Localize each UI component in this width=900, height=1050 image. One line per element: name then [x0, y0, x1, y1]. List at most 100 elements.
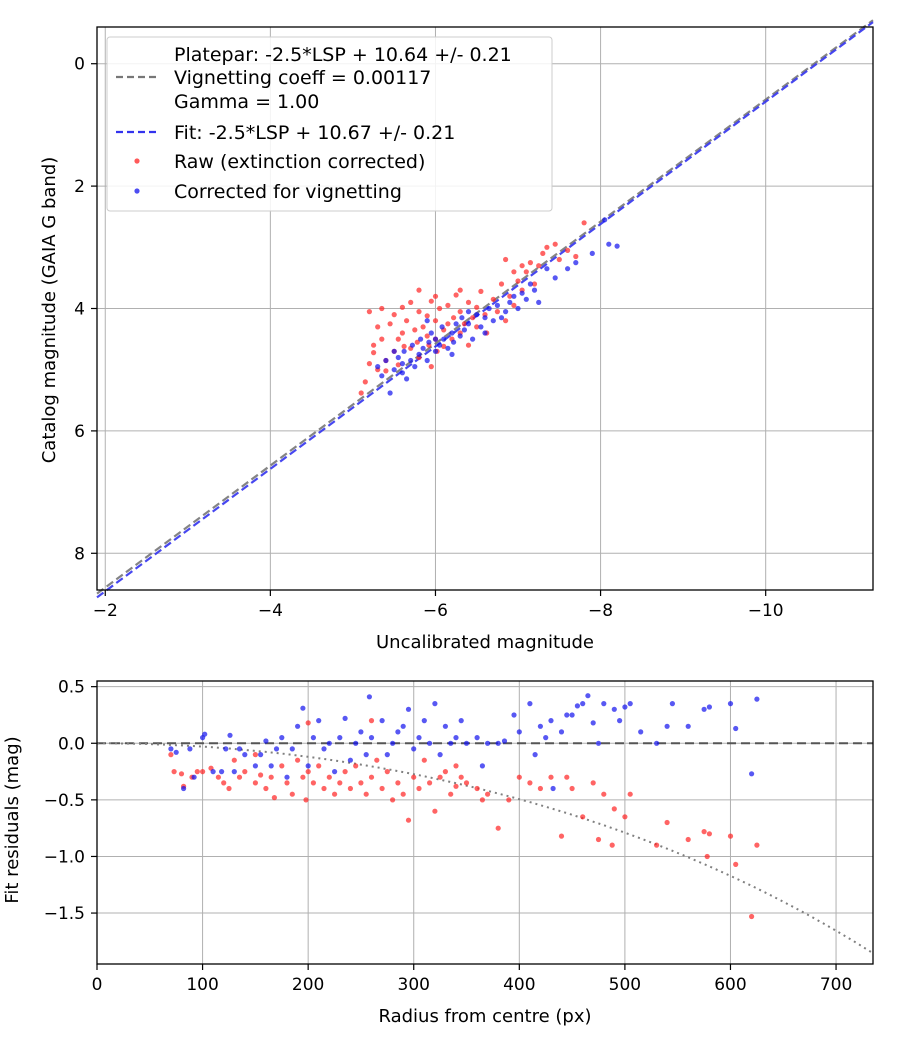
- raw-point: [263, 785, 269, 792]
- corrected-point: [424, 357, 430, 364]
- raw-point: [511, 302, 517, 308]
- top-x-ticks: −2 −4 −6 −8 −10: [93, 590, 784, 621]
- raw-point: [353, 763, 359, 769]
- corrected-point: [611, 706, 617, 712]
- raw-point: [537, 785, 544, 792]
- raw-point: [727, 833, 734, 839]
- raw-point: [236, 774, 243, 780]
- corrected-point: [437, 752, 443, 758]
- raw-point: [733, 861, 739, 868]
- corrected-point: [507, 299, 513, 305]
- raw-point: [565, 247, 571, 253]
- corrected-point: [295, 723, 301, 729]
- corrected-point: [441, 336, 447, 342]
- bottom-grid: [96, 681, 873, 964]
- legend-corrected-marker: [134, 188, 140, 194]
- raw-point: [552, 241, 558, 247]
- x-tick-label: 700: [820, 975, 852, 995]
- corrected-point: [627, 701, 633, 707]
- x-tick-label: −6: [423, 601, 448, 621]
- corrected-point: [754, 696, 760, 702]
- corrected-point: [527, 701, 533, 707]
- corrected-point: [405, 706, 412, 712]
- raw-point: [404, 318, 410, 324]
- corrected-point: [733, 725, 739, 732]
- corrected-point: [602, 217, 608, 223]
- raw-point: [412, 327, 418, 333]
- raw-point: [215, 774, 221, 780]
- raw-point: [595, 836, 602, 843]
- raw-point: [580, 814, 586, 820]
- raw-point: [416, 287, 422, 293]
- raw-point: [168, 752, 174, 758]
- raw-point: [221, 780, 227, 786]
- corrected-point: [289, 746, 295, 752]
- corrected-point: [453, 735, 459, 741]
- corrected-point: [432, 348, 439, 354]
- corrected-point: [395, 354, 401, 361]
- corrected-point: [536, 299, 542, 305]
- raw-point: [601, 791, 607, 797]
- corrected-point: [622, 704, 628, 710]
- raw-point: [295, 757, 301, 763]
- raw-point: [479, 797, 485, 803]
- raw-point: [400, 791, 406, 797]
- corrected-point: [459, 315, 465, 321]
- raw-point: [495, 825, 501, 831]
- corrected-point: [527, 281, 534, 287]
- y-tick-label: 0.0: [58, 734, 85, 754]
- raw-point: [279, 763, 285, 769]
- corrected-point: [494, 302, 500, 308]
- raw-point: [445, 321, 451, 327]
- corrected-point: [585, 693, 591, 699]
- top-x-label: Uncalibrated magnitude: [376, 632, 594, 653]
- raw-point: [284, 780, 290, 786]
- raw-point: [194, 769, 200, 775]
- corrected-point: [482, 330, 488, 336]
- corrected-point: [442, 723, 448, 729]
- corrected-point: [326, 740, 332, 746]
- legend-platepar-line2: Vignetting coeff = 0.00117: [174, 67, 431, 89]
- raw-point: [358, 390, 364, 396]
- corrected-point: [432, 701, 438, 707]
- raw-point: [316, 763, 322, 769]
- corrected-point: [548, 718, 554, 724]
- legend-platepar-line1: Platepar: -2.5*LSP + 10.64 +/- 0.21: [174, 44, 512, 66]
- raw-point: [375, 324, 381, 330]
- corrected-point: [408, 357, 414, 364]
- raw-point: [704, 853, 710, 860]
- y-tick-label: 2: [74, 177, 85, 197]
- corrected-point: [439, 324, 445, 330]
- raw-point: [226, 785, 232, 792]
- raw-point: [507, 293, 513, 299]
- legend-raw-marker: [134, 158, 140, 164]
- raw-point: [171, 769, 177, 775]
- raw-point: [427, 780, 433, 786]
- corrected-point: [427, 740, 433, 746]
- legend-box: [106, 36, 553, 212]
- bottom-points: [168, 693, 760, 920]
- y-tick-label: −1.0: [44, 847, 85, 867]
- legend-platepar-line3: Gamma = 1.00: [174, 91, 319, 113]
- y-tick-label: 8: [74, 544, 85, 564]
- corrected-point: [231, 769, 237, 775]
- corrected-point: [223, 746, 229, 752]
- raw-point: [395, 362, 401, 368]
- raw-point: [242, 769, 248, 775]
- raw-point: [622, 814, 628, 820]
- corrected-point: [516, 729, 522, 735]
- corrected-point: [268, 763, 274, 769]
- raw-point: [474, 304, 480, 310]
- corrected-point: [511, 293, 517, 299]
- x-tick-label: 0: [92, 975, 103, 995]
- corrected-point: [399, 370, 405, 376]
- bottom-y-label: Fit residuals (mag): [2, 736, 23, 903]
- raw-point: [611, 806, 617, 812]
- corrected-point: [474, 312, 480, 318]
- corrected-point: [390, 740, 396, 746]
- raw-point: [428, 364, 434, 370]
- corrected-point: [337, 735, 343, 741]
- corrected-point: [590, 720, 596, 726]
- corrected-point: [391, 367, 397, 373]
